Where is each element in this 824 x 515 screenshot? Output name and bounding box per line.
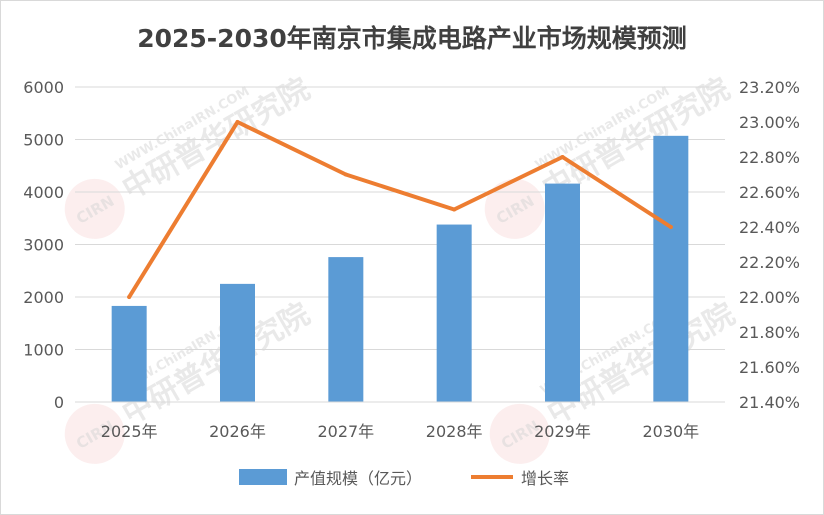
y-left-tick-label: 5000 (23, 131, 64, 150)
watermark-logo (489, 403, 550, 464)
x-tick-label: 2028年 (426, 422, 483, 441)
x-tick-label: 2030年 (642, 422, 699, 441)
x-tick-label: 2029年 (534, 422, 591, 441)
y-right-tick-label: 22.20% (739, 253, 800, 272)
y-left-tick-label: 4000 (23, 183, 64, 202)
line-point (560, 155, 565, 159)
y-right-tick-label: 22.00% (739, 288, 800, 307)
line-point (452, 207, 457, 212)
x-tick-label: 2026年 (209, 422, 266, 441)
bar (653, 135, 689, 402)
y-right-tick-label: 22.80% (739, 148, 800, 167)
y-left-tick-label: 1000 (23, 341, 64, 360)
line-point (668, 225, 673, 229)
chart-title: 2025-2030年南京市集成电路产业市场规模预测 (137, 24, 687, 53)
y-left-tick-label: 2000 (23, 288, 64, 307)
watermark-logo (484, 178, 545, 239)
bar (220, 283, 255, 402)
bar (545, 183, 580, 402)
y-left-tick-label: 3000 (23, 236, 64, 255)
x-tick-label: 2027年 (317, 422, 374, 441)
line-point (343, 172, 348, 177)
line-point (127, 295, 132, 299)
legend-line-label: 增长率 (521, 469, 569, 488)
growth-line (127, 120, 673, 299)
legend: 产值规模（亿元） 增长率 (239, 469, 569, 488)
watermark-logo (64, 178, 125, 239)
y-right-tick-label: 21.40% (739, 393, 800, 412)
y-right-tick-label: 23.20% (739, 78, 800, 97)
axes: 0 1000 2000 3000 4000 5000 6000 21.40% 21.60% 21.… (23, 78, 800, 441)
line-series (127, 120, 673, 299)
y-right-tick-label: 22.40% (739, 218, 800, 237)
bar (436, 224, 472, 402)
legend-bar-swatch (239, 469, 287, 485)
y-left-tick-label: 6000 (23, 78, 64, 97)
watermark-logo (64, 403, 125, 464)
x-tick-label: 2025年 (101, 422, 158, 441)
y-left-tick-label: 0 (54, 393, 64, 412)
y-right-tick-label: 22.60% (739, 183, 800, 202)
bar (111, 305, 147, 402)
y-right-tick-label: 21.60% (739, 358, 800, 377)
bar (328, 257, 364, 402)
line-point (235, 120, 240, 124)
y-right-tick-label: 23.00% (739, 113, 800, 132)
y-right-tick-label: 21.80% (739, 323, 800, 342)
legend-bar-label: 产值规模（亿元） (294, 469, 422, 488)
bar-series (111, 135, 689, 402)
